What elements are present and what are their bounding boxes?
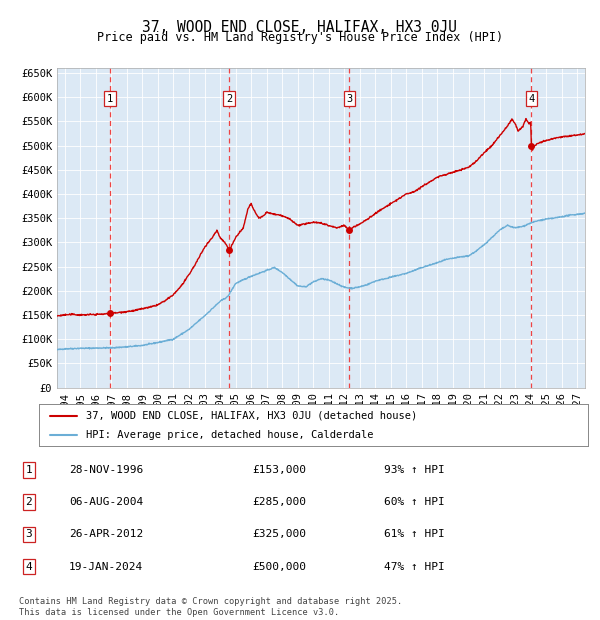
Text: 37, WOOD END CLOSE, HALIFAX, HX3 0JU: 37, WOOD END CLOSE, HALIFAX, HX3 0JU <box>143 20 458 35</box>
Text: 3: 3 <box>25 529 32 539</box>
Text: This data is licensed under the Open Government Licence v3.0.: This data is licensed under the Open Gov… <box>19 608 340 617</box>
Text: 28-NOV-1996: 28-NOV-1996 <box>69 465 143 475</box>
Text: £325,000: £325,000 <box>252 529 306 539</box>
Text: HPI: Average price, detached house, Calderdale: HPI: Average price, detached house, Cald… <box>86 430 373 440</box>
Text: 1: 1 <box>107 94 113 104</box>
Text: 2: 2 <box>226 94 232 104</box>
Text: £500,000: £500,000 <box>252 562 306 572</box>
Text: 26-APR-2012: 26-APR-2012 <box>69 529 143 539</box>
Text: £285,000: £285,000 <box>252 497 306 507</box>
Text: 2: 2 <box>25 497 32 507</box>
Text: 06-AUG-2004: 06-AUG-2004 <box>69 497 143 507</box>
Text: 47% ↑ HPI: 47% ↑ HPI <box>384 562 445 572</box>
Text: £153,000: £153,000 <box>252 465 306 475</box>
Text: 19-JAN-2024: 19-JAN-2024 <box>69 562 143 572</box>
Text: Price paid vs. HM Land Registry's House Price Index (HPI): Price paid vs. HM Land Registry's House … <box>97 31 503 44</box>
Text: 4: 4 <box>528 94 535 104</box>
Text: 93% ↑ HPI: 93% ↑ HPI <box>384 465 445 475</box>
Text: 3: 3 <box>346 94 352 104</box>
Text: 37, WOOD END CLOSE, HALIFAX, HX3 0JU (detached house): 37, WOOD END CLOSE, HALIFAX, HX3 0JU (de… <box>86 410 417 420</box>
Text: 4: 4 <box>25 562 32 572</box>
Text: 61% ↑ HPI: 61% ↑ HPI <box>384 529 445 539</box>
Text: Contains HM Land Registry data © Crown copyright and database right 2025.: Contains HM Land Registry data © Crown c… <box>19 597 403 606</box>
Text: 1: 1 <box>25 465 32 475</box>
Text: 60% ↑ HPI: 60% ↑ HPI <box>384 497 445 507</box>
